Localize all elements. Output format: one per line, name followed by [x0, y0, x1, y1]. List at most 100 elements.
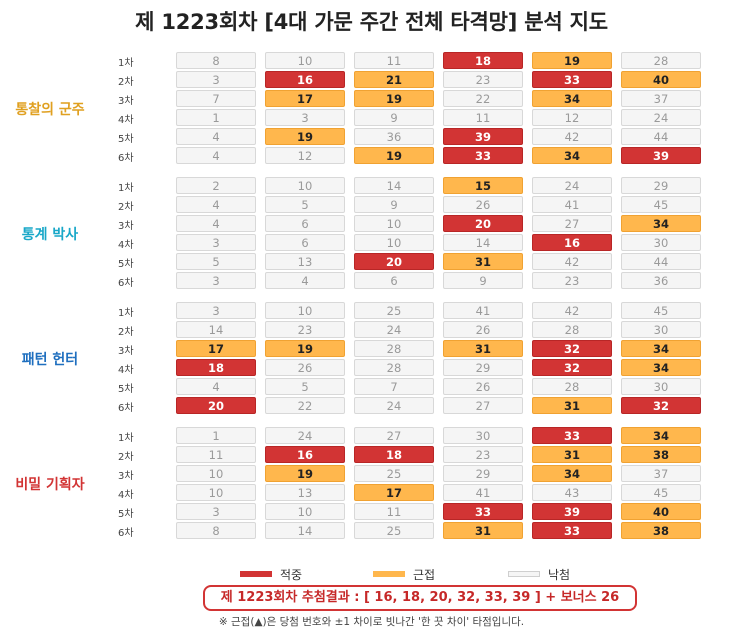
- number-cell-near: 34: [532, 90, 612, 107]
- number-cell-hit: 32: [532, 340, 612, 357]
- number-cell-hit: 16: [265, 446, 345, 463]
- round-row: 4차 10 13 17 41 43 45: [0, 484, 743, 503]
- round-label: 6차: [118, 153, 134, 164]
- round-label: 2차: [118, 77, 134, 88]
- number-cell-miss: 14: [176, 321, 256, 338]
- number-cell-near: 31: [443, 340, 523, 357]
- number-cell-miss: 23: [532, 272, 612, 289]
- number-cell-miss: 9: [443, 272, 523, 289]
- round-label: 5차: [118, 384, 134, 395]
- number-cell-near: 19: [354, 147, 434, 164]
- number-cell-miss: 14: [265, 522, 345, 539]
- number-cell-miss: 9: [354, 109, 434, 126]
- round-label: 3차: [118, 471, 134, 482]
- number-cell-miss: 25: [354, 522, 434, 539]
- number-cell-miss: 26: [443, 321, 523, 338]
- number-cell-miss: 23: [443, 446, 523, 463]
- number-cell-miss: 42: [532, 302, 612, 319]
- number-cell-miss: 29: [443, 359, 523, 376]
- number-cell-miss: 26: [443, 196, 523, 213]
- number-cell-near: 31: [532, 397, 612, 414]
- number-cell-miss: 3: [265, 109, 345, 126]
- round-row: 3차 7 17 19 22 34 37: [0, 90, 743, 109]
- number-cell-miss: 45: [621, 484, 701, 501]
- round-row: 6차 4 12 19 33 34 39: [0, 147, 743, 166]
- round-label: 1차: [118, 183, 134, 194]
- page-title: 제 1223회차 [4대 가문 주간 전체 타격망] 분석 지도: [135, 10, 608, 34]
- number-cell-miss: 4: [176, 215, 256, 232]
- number-cell-near: 31: [532, 446, 612, 463]
- number-cell-miss: 27: [354, 427, 434, 444]
- number-cell-miss: 26: [443, 378, 523, 395]
- group-name: 비밀 기획자: [15, 477, 85, 493]
- number-cell-miss: 45: [621, 302, 701, 319]
- number-cell-near: 15: [443, 177, 523, 194]
- number-cell-miss: 6: [265, 215, 345, 232]
- round-label: 1차: [118, 58, 134, 69]
- number-cell-hit: 20: [354, 253, 434, 270]
- number-cell-near: 38: [621, 522, 701, 539]
- number-cell-hit: 16: [532, 234, 612, 251]
- round-row: 2차 4 5 9 26 41 45: [0, 196, 743, 215]
- round-row: 5차 5 13 20 31 42 44: [0, 253, 743, 272]
- number-cell-near: 19: [265, 340, 345, 357]
- number-cell-miss: 11: [176, 446, 256, 463]
- number-cell-near: 17: [265, 90, 345, 107]
- legend-near-swatch: [373, 571, 405, 577]
- number-cell-near: 19: [265, 465, 345, 482]
- number-cell-near: 31: [443, 522, 523, 539]
- round-row: 1차 8 10 11 18 19 28: [0, 52, 743, 71]
- group-name: 패턴 헌터: [21, 352, 79, 368]
- round-label: 3차: [118, 346, 134, 357]
- number-cell-near: 17: [176, 340, 256, 357]
- round-row: 4차 18 26 28 29 32 34: [0, 359, 743, 378]
- number-cell-hit: 33: [532, 427, 612, 444]
- number-cell-near: 34: [621, 215, 701, 232]
- number-cell-miss: 41: [532, 196, 612, 213]
- round-label: 1차: [118, 308, 134, 319]
- number-cell-hit: 20: [176, 397, 256, 414]
- number-cell-miss: 14: [443, 234, 523, 251]
- number-cell-miss: 41: [443, 302, 523, 319]
- number-cell-hit: 39: [621, 147, 701, 164]
- legend-miss-swatch: [508, 571, 540, 577]
- legend: 적중 근접 낙첨: [0, 566, 743, 582]
- round-row: 5차 4 19 36 39 42 44: [0, 128, 743, 147]
- number-cell-miss: 5: [176, 253, 256, 270]
- number-cell-miss: 3: [176, 503, 256, 520]
- number-cell-miss: 8: [176, 522, 256, 539]
- round-row: 5차 4 5 7 26 28 30: [0, 378, 743, 397]
- number-cell-miss: 29: [443, 465, 523, 482]
- number-cell-miss: 24: [354, 397, 434, 414]
- number-cell-miss: 5: [265, 378, 345, 395]
- round-row: 3차 17 19 28 31 32 34: [0, 340, 743, 359]
- number-cell-hit: 32: [621, 397, 701, 414]
- number-cell-miss: 12: [532, 109, 612, 126]
- number-cell-miss: 27: [532, 215, 612, 232]
- number-cell-miss: 7: [176, 90, 256, 107]
- round-label: 6차: [118, 528, 134, 539]
- number-cell-miss: 13: [265, 253, 345, 270]
- number-cell-hit: 18: [354, 446, 434, 463]
- number-cell-miss: 36: [621, 272, 701, 289]
- group-name: 통찰의 군주: [15, 102, 85, 118]
- round-row: 2차 14 23 24 26 28 30: [0, 321, 743, 340]
- number-cell-hit: 39: [443, 128, 523, 145]
- number-cell-miss: 24: [354, 321, 434, 338]
- number-cell-miss: 4: [176, 378, 256, 395]
- round-label: 5차: [118, 259, 134, 270]
- round-label: 4차: [118, 490, 134, 501]
- legend-miss-label: 낙첨: [548, 568, 571, 582]
- round-row: 6차 20 22 24 27 31 32: [0, 397, 743, 416]
- number-cell-miss: 1: [176, 109, 256, 126]
- round-label: 3차: [118, 221, 134, 232]
- round-row: 1차 1 24 27 30 33 34: [0, 427, 743, 446]
- number-cell-near: 31: [443, 253, 523, 270]
- round-row: 4차 3 6 10 14 16 30: [0, 234, 743, 253]
- number-cell-miss: 2: [176, 177, 256, 194]
- number-cell-hit: 33: [443, 503, 523, 520]
- round-row: 6차 8 14 25 31 33 38: [0, 522, 743, 541]
- number-cell-near: 38: [621, 446, 701, 463]
- number-cell-miss: 37: [621, 465, 701, 482]
- number-cell-miss: 41: [443, 484, 523, 501]
